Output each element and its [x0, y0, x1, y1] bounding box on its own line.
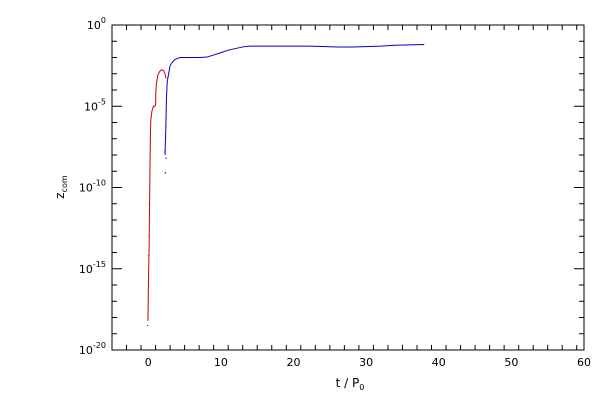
y-tick-label-base: 10 [79, 182, 93, 195]
series-line-2 [164, 44, 425, 156]
data-point [146, 325, 149, 327]
y-tick-label: 10-10 [79, 179, 106, 195]
x-axis-label-subscript: 0 [359, 383, 364, 392]
points-layer [146, 151, 167, 327]
y-tick-label: 100 [87, 16, 106, 32]
y-tick-label-base: 10 [79, 344, 93, 357]
series-layer [147, 44, 425, 321]
data-point [164, 151, 166, 153]
x-axis-label: t / P0 [336, 376, 365, 392]
y-tick-label: 10-20 [79, 341, 106, 357]
y-axis-label-main: z [53, 192, 67, 198]
y-tick-label-exponent: -20 [93, 341, 106, 350]
y-axis-label: zcom [53, 175, 69, 199]
x-axis-label-main: t / P [336, 376, 360, 390]
y-tick-label-base: 10 [87, 19, 101, 32]
data-point [148, 203, 150, 205]
plot-frame [111, 24, 585, 351]
data-point [148, 235, 150, 237]
y-tick-label-base: 10 [79, 263, 93, 276]
x-axis-ticks: 0 10 20 30 40 50 60 [111, 25, 591, 369]
y-axis-label-subscript: com [60, 175, 69, 192]
y-tick-label-exponent: -5 [98, 97, 106, 106]
series-line-1 [147, 69, 167, 321]
x-tick-label: 30 [359, 356, 373, 369]
x-tick-label: 50 [504, 356, 518, 369]
x-tick-label: 10 [214, 356, 228, 369]
data-point [148, 255, 150, 257]
y-tick-label-exponent: -10 [93, 179, 106, 188]
y-tick-label: 10-15 [79, 260, 106, 276]
x-tick-label: 20 [287, 356, 301, 369]
y-tick-label-exponent: 0 [101, 16, 106, 25]
y-tick-label: 10-5 [84, 97, 106, 113]
data-point [165, 157, 167, 159]
y-tick-label-base: 10 [84, 100, 98, 113]
x-tick-label: 40 [432, 356, 446, 369]
x-tick-label: 0 [145, 356, 152, 369]
data-point [164, 172, 166, 174]
y-tick-label-exponent: -15 [93, 260, 106, 269]
x-tick-label: 60 [577, 356, 591, 369]
plot-border [111, 24, 585, 351]
